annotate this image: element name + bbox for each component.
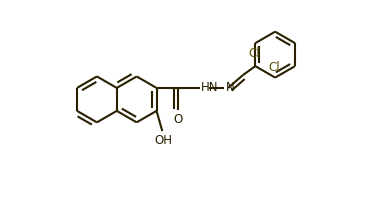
Text: OH: OH [154, 134, 173, 147]
Text: O: O [173, 113, 182, 126]
Text: N: N [225, 81, 234, 94]
Text: HN: HN [201, 81, 219, 94]
Text: Cl: Cl [268, 61, 279, 74]
Text: Cl: Cl [248, 47, 260, 60]
